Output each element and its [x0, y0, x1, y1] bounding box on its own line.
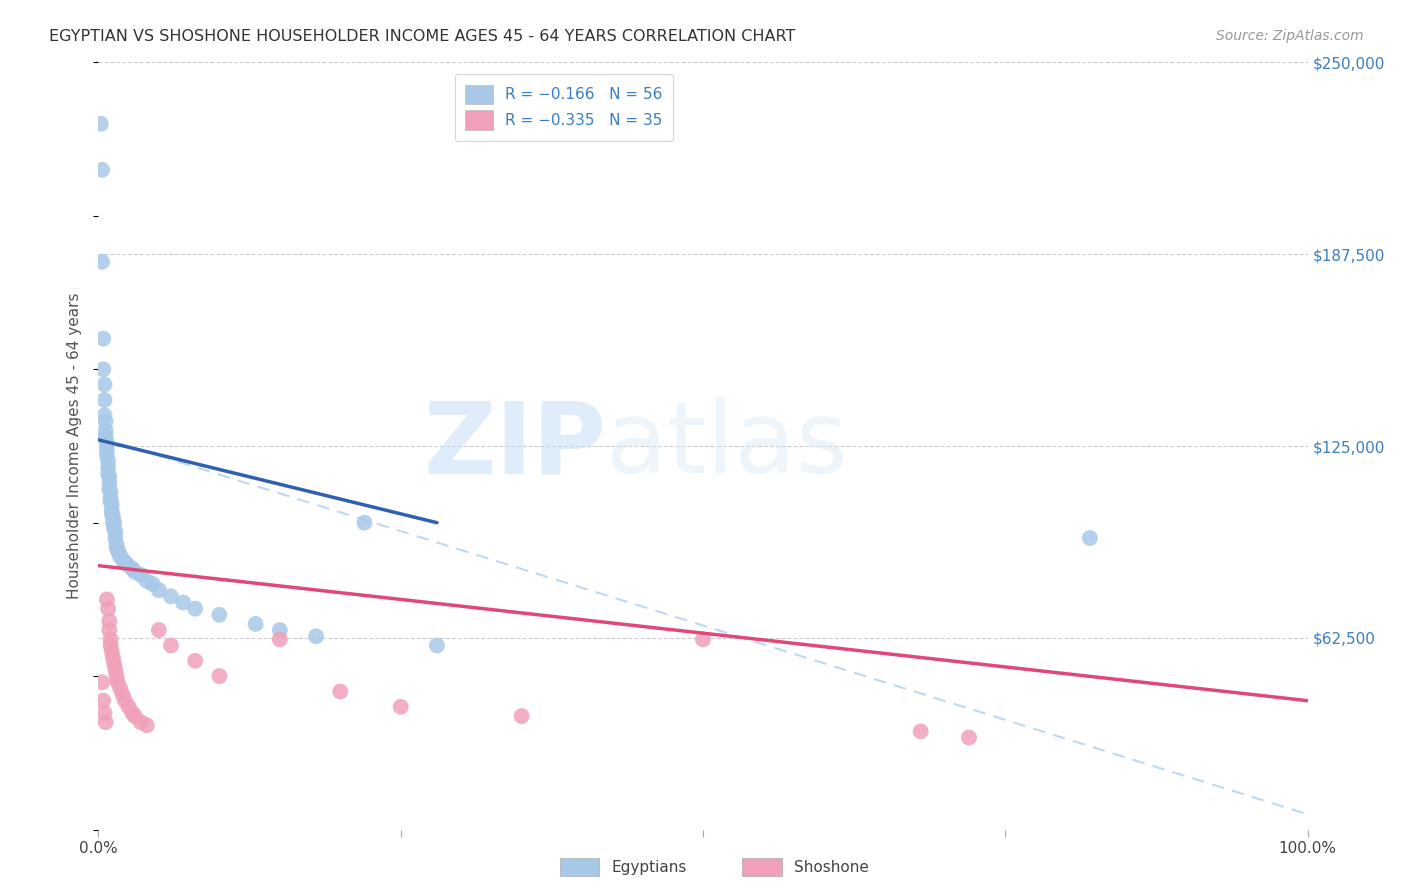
Text: ZIP: ZIP [423, 398, 606, 494]
Point [97, 460, 120, 475]
Point [100, 485, 122, 500]
Point [142, 577, 165, 591]
Point [129, 567, 152, 582]
Point [100, 503, 122, 517]
Point [111, 552, 134, 566]
Point [101, 509, 124, 524]
Text: Egyptians: Egyptians [612, 860, 688, 874]
Point [910, 724, 932, 739]
Point [108, 681, 131, 696]
Point [389, 699, 412, 714]
Point [208, 669, 231, 683]
Point [353, 516, 375, 530]
Point [124, 709, 146, 723]
Point [114, 694, 136, 708]
Point [96, 448, 118, 462]
Point [208, 607, 231, 622]
Point [97, 601, 120, 615]
Point [101, 516, 124, 530]
Point [692, 632, 714, 647]
Point [148, 583, 170, 598]
Point [121, 706, 143, 720]
Point [100, 507, 122, 521]
Point [100, 497, 122, 511]
Point [98, 614, 121, 628]
Point [96, 436, 118, 450]
Text: atlas: atlas [606, 398, 848, 494]
Point [93, 377, 115, 392]
Point [91, 255, 114, 269]
Point [426, 639, 449, 653]
Point [107, 543, 129, 558]
Point [98, 475, 121, 490]
Point [94, 414, 117, 428]
Point [118, 558, 141, 573]
Text: Shoshone: Shoshone [794, 860, 869, 874]
Point [90, 117, 112, 131]
Point [91, 675, 114, 690]
Point [114, 556, 136, 570]
Point [107, 675, 129, 690]
Text: Source: ZipAtlas.com: Source: ZipAtlas.com [1216, 29, 1364, 43]
Point [269, 632, 291, 647]
Point [135, 574, 157, 588]
Point [124, 565, 146, 579]
Point [96, 592, 118, 607]
Point [160, 590, 183, 604]
Point [93, 409, 115, 423]
Point [98, 469, 121, 483]
Point [96, 442, 118, 456]
Point [510, 709, 533, 723]
Point [91, 694, 114, 708]
Point [129, 715, 152, 730]
Point [329, 684, 352, 698]
Point [98, 482, 121, 496]
Point [105, 669, 128, 683]
Point [184, 654, 207, 668]
Point [104, 663, 127, 677]
Point [104, 531, 127, 545]
Point [94, 430, 117, 444]
Point [91, 162, 114, 177]
Point [94, 424, 117, 438]
Point [97, 454, 120, 468]
Point [100, 491, 122, 505]
Point [148, 623, 170, 637]
Point [100, 494, 122, 508]
Y-axis label: Householder Income Ages 45 - 64 years: Householder Income Ages 45 - 64 years [67, 293, 83, 599]
Point [97, 467, 120, 481]
Point [93, 706, 115, 720]
Point [103, 522, 125, 536]
Point [184, 601, 207, 615]
Point [105, 537, 128, 551]
Point [121, 562, 143, 576]
Point [305, 629, 328, 643]
Point [103, 657, 125, 671]
Point [1078, 531, 1101, 545]
Point [957, 731, 980, 745]
Point [104, 524, 127, 539]
Legend: R = −0.166   N = 56, R = −0.335   N = 35: R = −0.166 N = 56, R = −0.335 N = 35 [454, 74, 673, 141]
Point [94, 715, 117, 730]
Point [118, 699, 141, 714]
Point [93, 392, 115, 407]
Point [105, 541, 128, 555]
Point [101, 650, 124, 665]
Point [108, 549, 131, 564]
Point [100, 639, 122, 653]
Point [91, 362, 114, 376]
Point [98, 623, 121, 637]
Point [111, 688, 134, 702]
Point [100, 644, 122, 658]
Point [91, 332, 114, 346]
Point [172, 595, 194, 609]
Point [245, 617, 267, 632]
Point [103, 516, 125, 530]
Point [100, 632, 122, 647]
Point [108, 546, 131, 560]
Point [269, 623, 291, 637]
Point [135, 718, 157, 732]
Text: EGYPTIAN VS SHOSHONE HOUSEHOLDER INCOME AGES 45 - 64 YEARS CORRELATION CHART: EGYPTIAN VS SHOSHONE HOUSEHOLDER INCOME … [49, 29, 796, 44]
Point [160, 639, 183, 653]
